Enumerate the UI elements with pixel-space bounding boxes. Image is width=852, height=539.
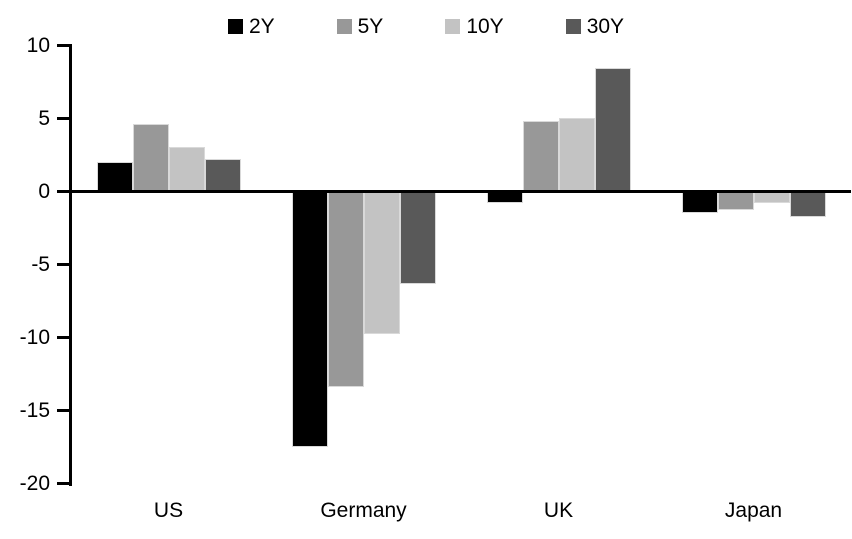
bar-germany-5y [327, 191, 364, 387]
y-axis-tick-label: -20 [19, 472, 50, 495]
y-axis-tick [57, 262, 71, 266]
y-axis-tick-label: 10 [26, 34, 50, 57]
bar-germany-30y [399, 191, 436, 285]
legend-swatch-2y [227, 19, 243, 34]
y-axis-tick [57, 408, 71, 412]
bar-japan-10y [753, 191, 790, 203]
legend-swatch-10y [445, 19, 461, 34]
legend-item-10y: 10Y [445, 15, 504, 38]
bar-uk-10y [558, 118, 595, 191]
y-axis-tick [57, 43, 71, 47]
bar-japan-2y [681, 191, 718, 213]
chart-legend: 2Y 5Y 10Y 30Y [0, 16, 852, 37]
bar-japan-30y [789, 191, 826, 218]
y-axis-tick-label: 5 [38, 107, 50, 130]
legend-item-30y: 30Y [565, 15, 625, 38]
bar-germany-2y [291, 191, 328, 447]
x-axis-label-us: US [153, 499, 184, 522]
bar-uk-30y [594, 68, 631, 191]
bar-uk-2y [486, 191, 523, 203]
y-axis-tick [57, 189, 71, 193]
bar-us-5y [132, 123, 169, 191]
legend-item-5y: 5Y [336, 15, 384, 38]
y-axis-tick [57, 116, 71, 120]
bar-germany-10y [363, 191, 400, 335]
y-axis-tick-label: -15 [19, 399, 50, 422]
legend-label-2y: 2Y [248, 15, 275, 38]
y-axis-tick-label: 0 [38, 180, 50, 203]
bar-uk-5y [522, 120, 559, 191]
legend-label-5y: 5Y [357, 15, 384, 38]
legend-item-2y: 2Y [227, 15, 275, 38]
y-axis-tick [57, 335, 71, 339]
bar-japan-5y [717, 191, 754, 210]
bar-us-30y [204, 158, 241, 191]
x-axis-label-japan: Japan [724, 499, 783, 522]
y-axis-tick [57, 481, 71, 485]
y-axis-tick-label: -10 [19, 326, 50, 349]
zero-baseline [69, 189, 851, 193]
x-axis-label-uk: UK [543, 499, 574, 522]
legend-swatch-5y [336, 19, 352, 34]
legend-label-10y: 10Y [466, 15, 504, 38]
legend-swatch-30y [565, 19, 581, 34]
bar-us-2y [96, 161, 133, 191]
x-axis-label-germany: Germany [320, 499, 407, 522]
legend-label-30y: 30Y [586, 15, 625, 38]
y-axis-tick-label: -5 [31, 253, 50, 276]
bar-us-10y [168, 147, 205, 191]
